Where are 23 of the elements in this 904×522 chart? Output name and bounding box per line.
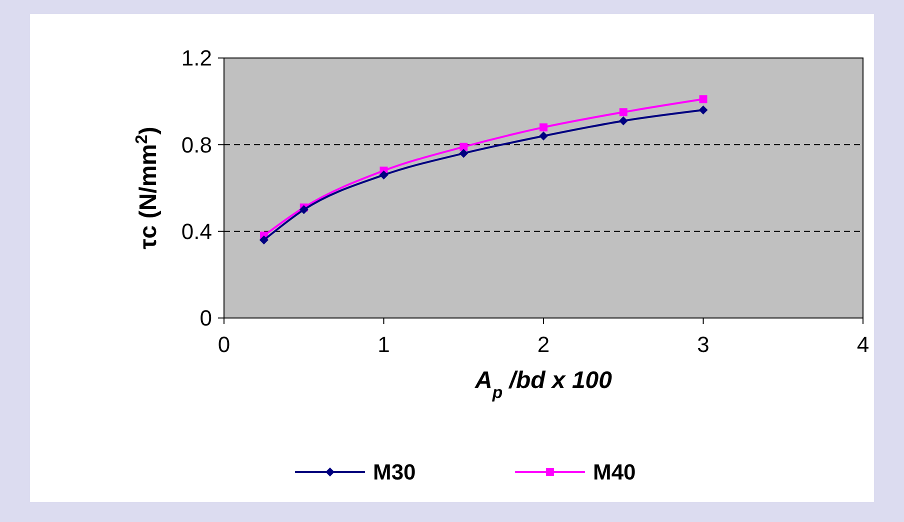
point [460, 142, 468, 151]
point [379, 170, 388, 180]
point [259, 236, 268, 244]
point [618, 116, 628, 126]
point [540, 123, 548, 132]
x-tick-label: 4 [856, 332, 870, 357]
point [539, 132, 548, 140]
x-tick-label: 1 [378, 332, 390, 357]
y-tick-label: 0.4 [181, 219, 212, 244]
point [459, 148, 468, 158]
point [299, 205, 308, 214]
y-tick-label: 0 [200, 306, 212, 331]
point [619, 108, 628, 116]
x-tick-label: 0 [218, 332, 230, 357]
y-tick-label: 0.8 [181, 132, 212, 158]
x-axis-title: A$_{p}$ /bd x 100 [474, 367, 613, 402]
legend-label: M30 [373, 460, 416, 485]
x-tick-label: 3 [697, 332, 710, 357]
y-tick-label: 1.2 [181, 46, 212, 71]
legend-label: M40 [593, 460, 636, 485]
x-tick-label: 2 [537, 332, 550, 357]
point [698, 106, 708, 114]
point [699, 95, 708, 104]
